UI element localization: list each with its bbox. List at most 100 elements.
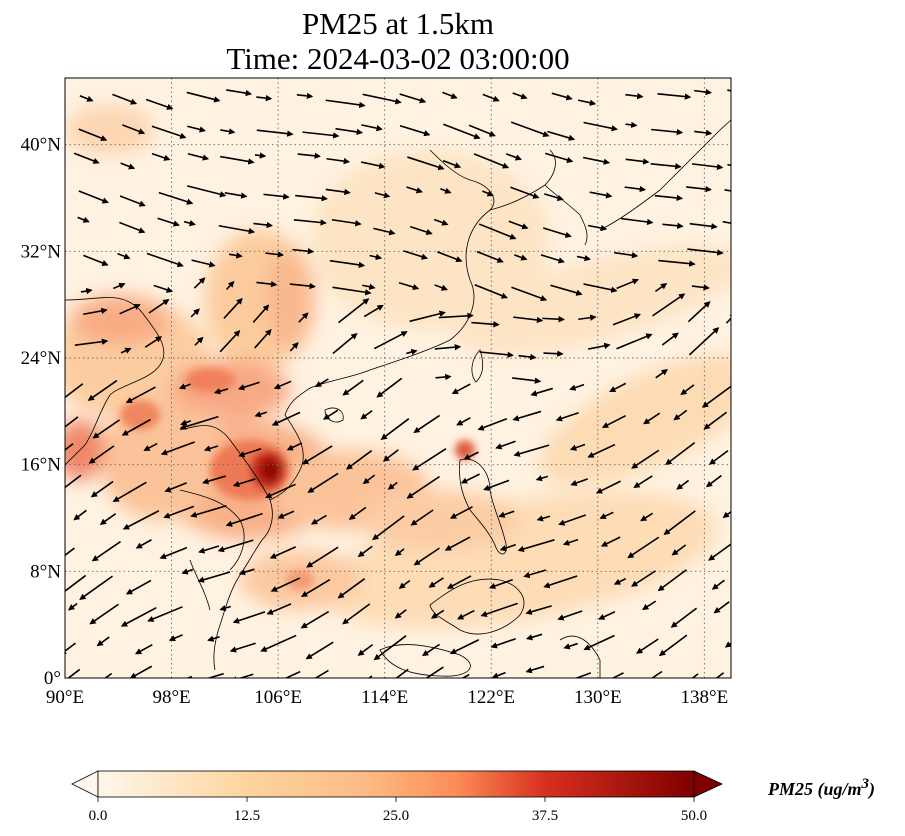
wind-arrow (369, 253, 383, 261)
wind-arrow (616, 278, 639, 290)
wind-arrow (305, 641, 334, 660)
wind-arrow (694, 88, 712, 96)
wind-arrow (119, 195, 146, 207)
wind-arrow (91, 540, 121, 562)
wind-arrow (640, 512, 654, 522)
wind-arrow (225, 280, 235, 291)
wind-arrow (406, 348, 418, 356)
wind-arrow (373, 331, 408, 350)
wind-arrow (510, 186, 540, 199)
wind-arrow (112, 481, 147, 502)
wind-arrow (474, 284, 508, 299)
wind-arrow (159, 546, 188, 560)
wind-arrow (300, 610, 330, 629)
wind-arrow (220, 155, 255, 165)
wind-arrow (499, 543, 517, 552)
wind-arrow (399, 124, 431, 137)
wind-arrow (621, 217, 654, 226)
wind-arrow (658, 634, 688, 657)
x-tick-label: 130°E (574, 687, 622, 708)
wind-arrow (362, 93, 402, 105)
wind-arrow (587, 443, 616, 458)
wind-arrow (588, 342, 611, 350)
wind-arrow (125, 386, 156, 404)
wind-arrow (129, 665, 153, 678)
wind-arrow (661, 332, 679, 346)
wind-arrow (410, 509, 434, 526)
wind-arrow (120, 607, 157, 627)
wind-arrow (326, 157, 351, 165)
wind-vectors (65, 88, 767, 678)
wind-arrow (530, 387, 553, 397)
wind-arrow (219, 330, 241, 353)
wind-arrow (428, 577, 444, 588)
wind-arrow (490, 637, 516, 649)
wind-arrow (505, 153, 522, 161)
wind-arrow (119, 221, 146, 234)
wind-arrow (224, 192, 248, 199)
wind-arrow (655, 369, 669, 379)
wind-arrow (686, 185, 712, 193)
wind-arrow (687, 248, 724, 256)
wind-arrow (665, 441, 696, 465)
wind-arrow (186, 185, 227, 198)
wind-arrow (523, 569, 547, 579)
wind-arrow (382, 449, 399, 462)
colorbar-tick-label: 0.0 (89, 808, 108, 824)
wind-arrow (298, 312, 309, 323)
wind-arrow (297, 152, 321, 159)
wind-arrow (545, 152, 574, 163)
wind-arrow (601, 414, 626, 429)
wind-arrow (181, 568, 194, 575)
wind-arrow (65, 642, 77, 656)
map-frame (64, 77, 732, 679)
wind-arrow (238, 447, 262, 458)
wind-arrow (399, 93, 427, 104)
wind-arrow (153, 284, 174, 293)
wind-arrow (374, 192, 391, 199)
wind-arrow (83, 254, 109, 266)
wind-arrow (446, 575, 472, 589)
wind-arrow (643, 412, 661, 425)
wind-arrow (722, 510, 731, 519)
wind-arrow (310, 514, 327, 525)
wind-arrow (735, 259, 767, 266)
wind-arrow (193, 277, 206, 289)
wind-arrow (289, 282, 316, 290)
wind-arrow (512, 410, 542, 422)
wind-arrow (187, 125, 206, 133)
wind-arrow (421, 643, 440, 657)
wind-arrow (600, 536, 621, 547)
wind-arrow (650, 162, 682, 170)
wind-arrow (727, 163, 731, 167)
wind-arrow (73, 509, 87, 521)
wind-arrow (688, 327, 720, 356)
wind-arrow (491, 671, 506, 678)
wind-arrow (689, 222, 718, 230)
wind-arrow (223, 297, 243, 319)
wind-arrow (265, 251, 285, 258)
wind-arrow (99, 513, 117, 525)
wind-arrow (535, 475, 549, 482)
wind-arrow (652, 293, 686, 317)
wind-arrow (662, 222, 684, 229)
wind-arrow (542, 227, 572, 238)
wind-arrow (307, 472, 339, 493)
wind-arrow (599, 511, 614, 519)
wind-arrow (362, 474, 376, 485)
y-tick-label: 24°N (21, 348, 62, 369)
wind-arrow (483, 479, 510, 491)
wind-arrow (555, 411, 579, 422)
wind-arrow (478, 223, 517, 240)
wind-arrow (495, 440, 516, 450)
wind-arrow (451, 383, 471, 395)
wind-arrow (87, 379, 118, 401)
colorbar-extend-high (693, 770, 723, 798)
wind-arrow (79, 575, 113, 600)
wind-arrow (449, 506, 473, 519)
wind-arrow (433, 218, 449, 226)
wind-arrow (362, 283, 376, 290)
wind-arrow (357, 643, 374, 656)
wind-arrow (676, 479, 690, 490)
wind-arrow (614, 251, 639, 259)
